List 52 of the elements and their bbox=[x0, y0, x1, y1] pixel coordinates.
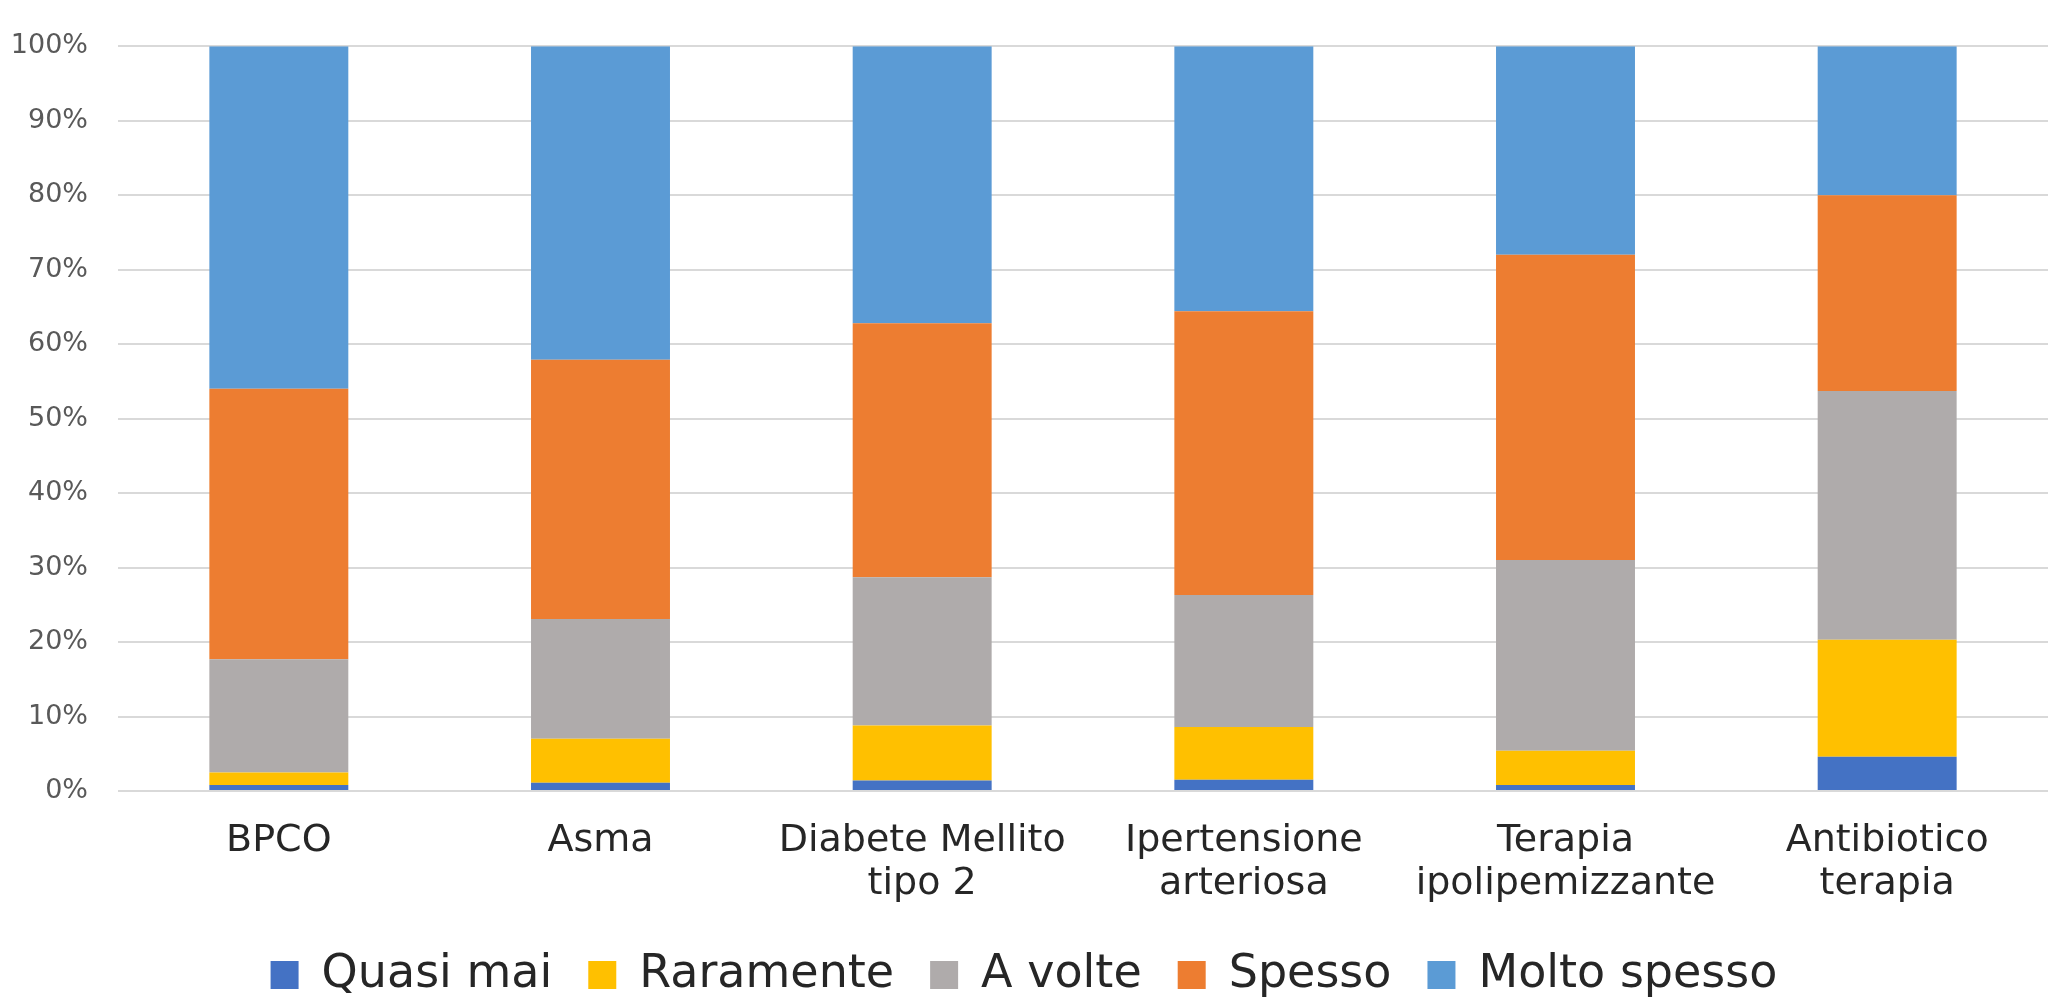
x-tick-label: Antibiotico terapia bbox=[1785, 815, 1989, 904]
bar bbox=[1174, 46, 1314, 312]
bar bbox=[1496, 560, 1635, 751]
legend-label: Spesso bbox=[1228, 943, 1392, 998]
bar bbox=[852, 46, 992, 324]
x-tick-label: BPCO bbox=[226, 815, 332, 860]
bar bbox=[1174, 311, 1314, 596]
bar bbox=[1817, 195, 1957, 392]
bar bbox=[1817, 639, 1957, 757]
y-tick-label: 20% bbox=[27, 624, 88, 656]
legend-label: Raramente bbox=[639, 943, 895, 998]
y-tick-label: 50% bbox=[27, 400, 88, 432]
bar bbox=[1817, 756, 1957, 790]
y-tick-label: 40% bbox=[27, 475, 88, 507]
bar bbox=[1174, 726, 1314, 780]
bar bbox=[531, 738, 670, 783]
x-tick-label: Asma bbox=[547, 815, 654, 860]
y-tick-label: 0% bbox=[45, 773, 88, 805]
bar bbox=[531, 618, 670, 739]
bar bbox=[209, 772, 349, 786]
bar bbox=[1496, 750, 1635, 786]
y-tick-label: 100% bbox=[10, 28, 88, 60]
x-tick-label: Ipertensione arteriosa bbox=[1124, 815, 1363, 904]
bar bbox=[531, 46, 670, 360]
bar bbox=[1174, 595, 1314, 727]
bar bbox=[1496, 785, 1635, 790]
bar bbox=[852, 780, 992, 790]
bar bbox=[1496, 254, 1635, 561]
y-tick-label: 10% bbox=[27, 698, 88, 730]
bar bbox=[852, 725, 992, 781]
bar bbox=[209, 785, 349, 790]
legend-label: Quasi mai bbox=[321, 943, 553, 998]
x-tick-label: Diabete Mellito tipo 2 bbox=[778, 815, 1066, 904]
bar bbox=[1817, 46, 1957, 196]
bar bbox=[1496, 46, 1635, 255]
bar bbox=[531, 359, 670, 619]
bar bbox=[209, 388, 349, 660]
legend-label: A volte bbox=[981, 943, 1142, 998]
y-tick-label: 80% bbox=[27, 177, 88, 209]
y-tick-label: 70% bbox=[27, 251, 88, 283]
bar bbox=[1817, 391, 1957, 640]
y-tick-label: 90% bbox=[27, 102, 88, 134]
y-tick-label: 60% bbox=[27, 326, 88, 358]
bar bbox=[1174, 779, 1314, 790]
bar bbox=[852, 323, 992, 578]
bar bbox=[531, 782, 670, 790]
bar bbox=[852, 577, 992, 726]
bar bbox=[209, 46, 349, 389]
x-tick-label: Terapia ipolipemizzante bbox=[1415, 815, 1716, 904]
bar bbox=[209, 659, 349, 773]
legend-label: Molto spesso bbox=[1478, 943, 1778, 998]
y-tick-label: 30% bbox=[27, 549, 88, 581]
